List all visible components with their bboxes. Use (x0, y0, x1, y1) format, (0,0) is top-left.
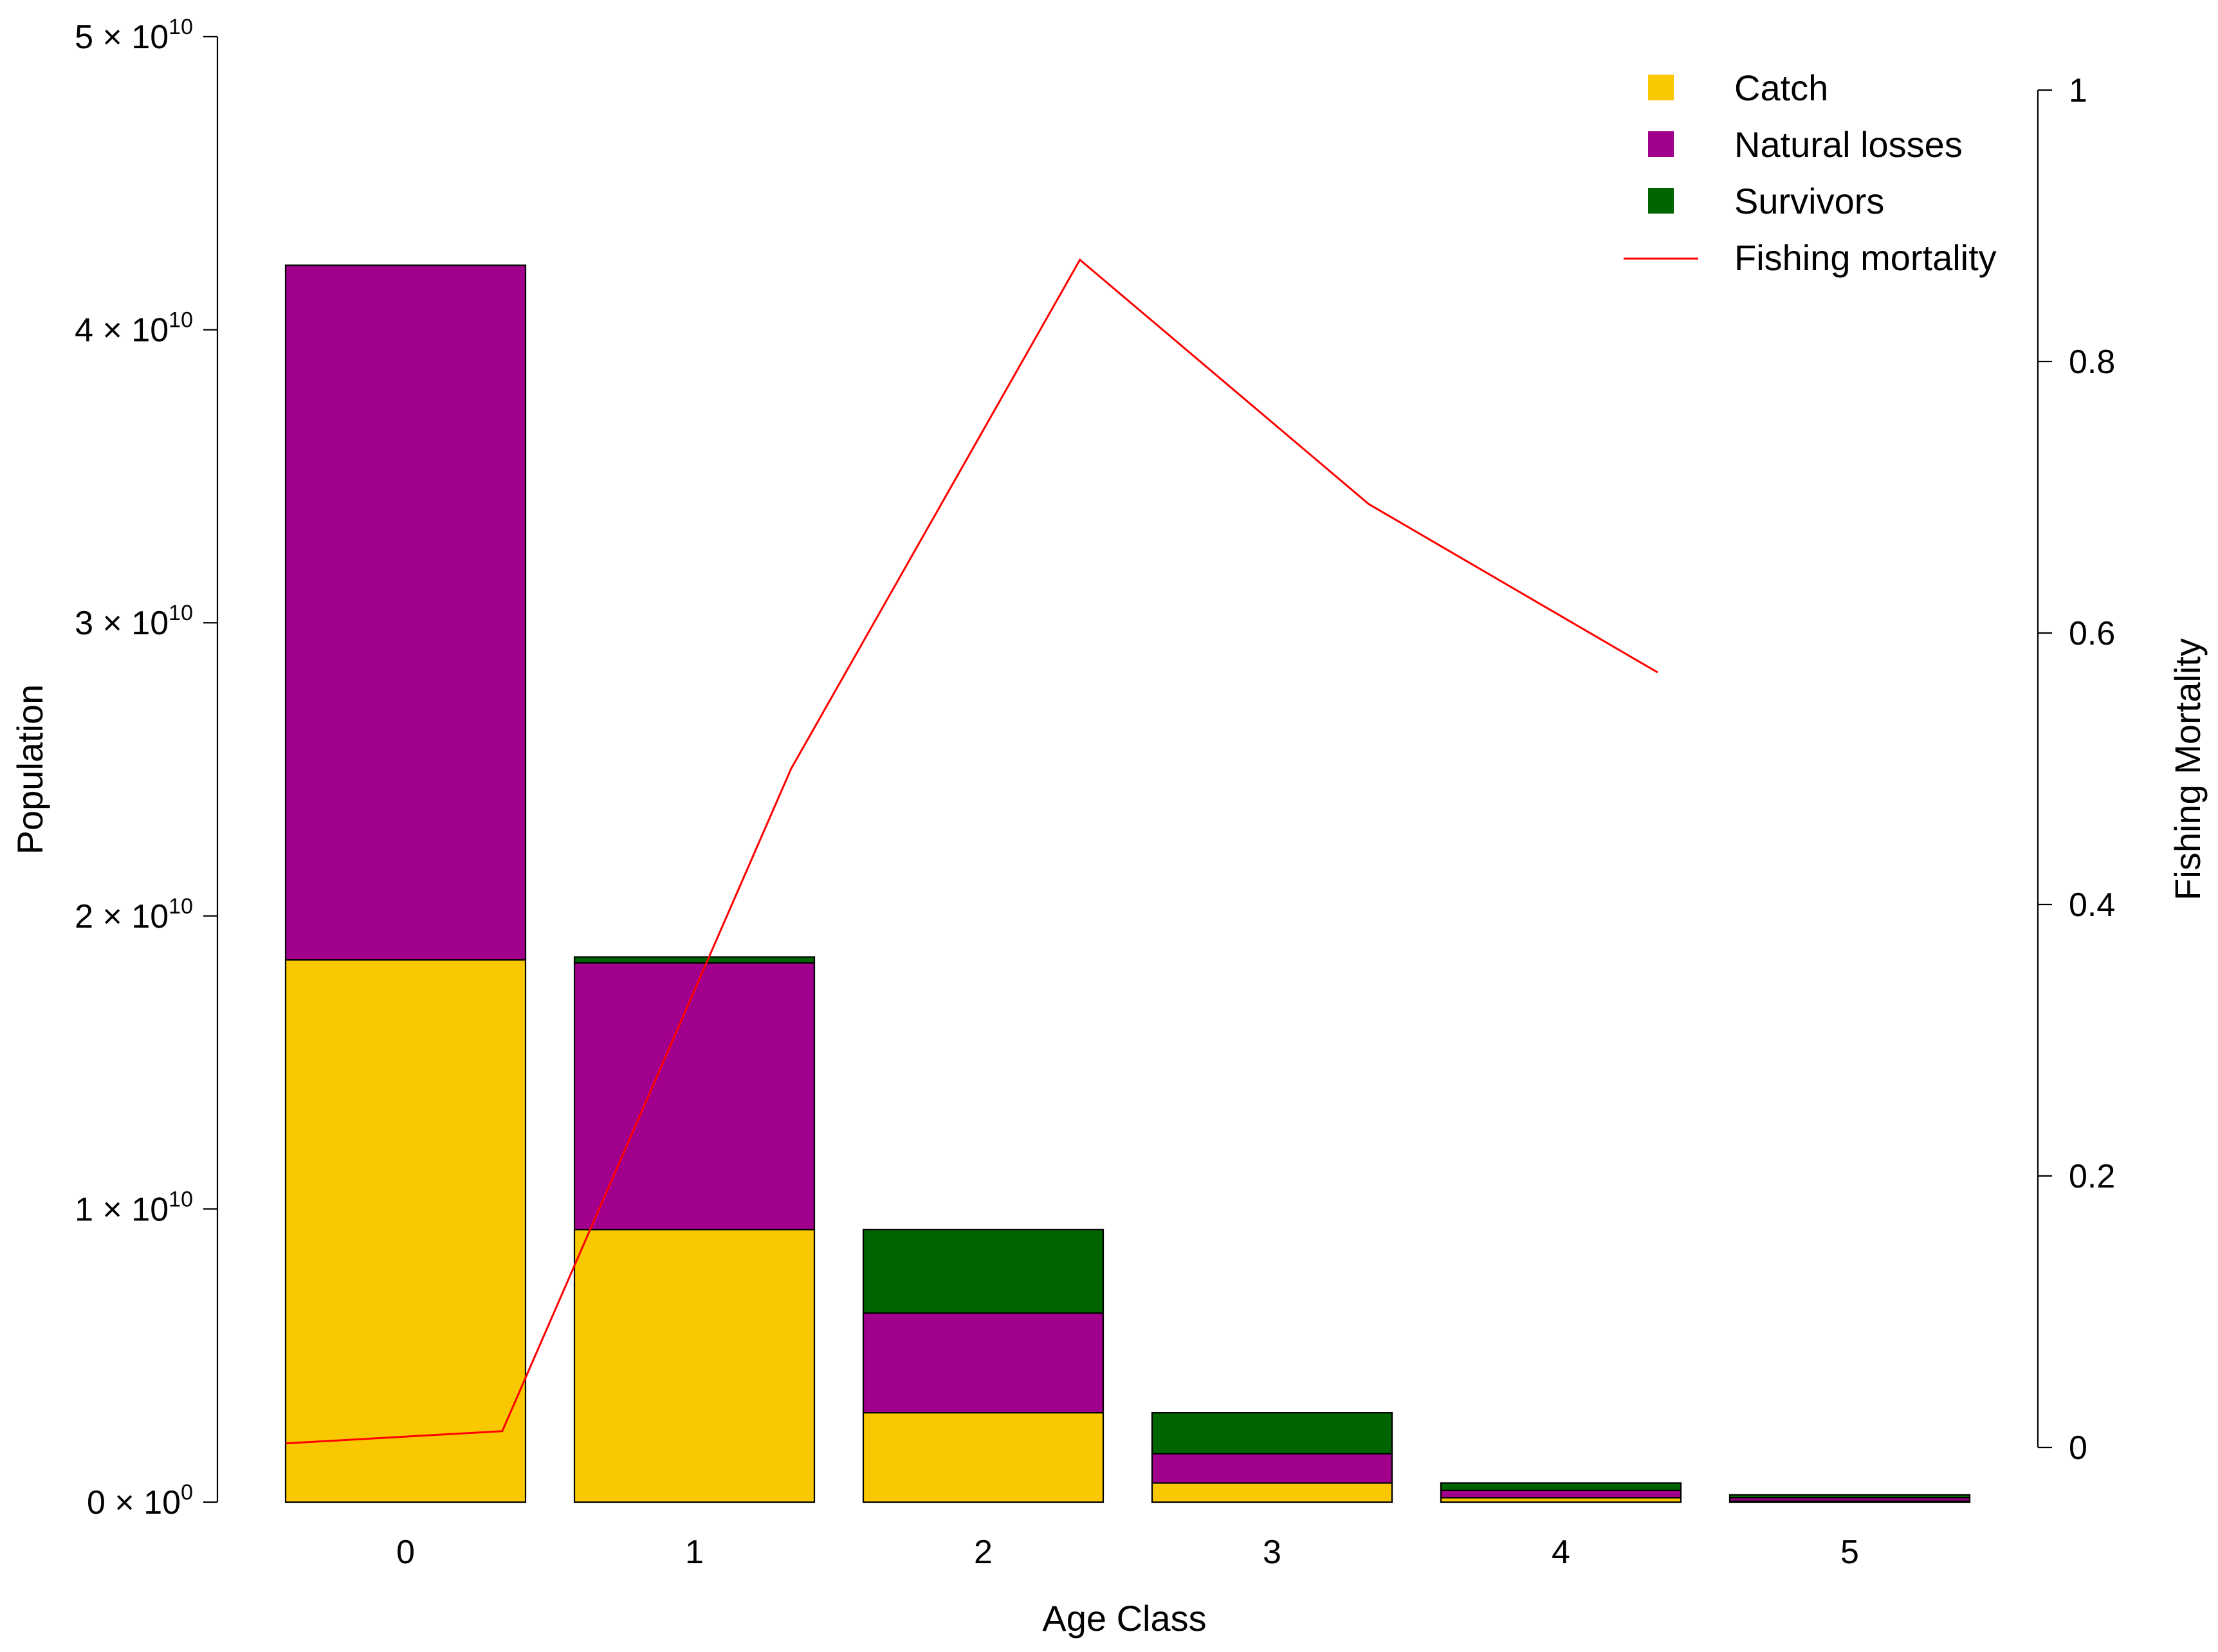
right-y-tick-label: 1 (2069, 72, 2087, 109)
x-tick-label: 2 (974, 1534, 993, 1571)
right-y-tick-label: 0 (2069, 1429, 2087, 1467)
fishing-mortality-line-layer (285, 258, 1658, 1445)
bar-survivors-age-3 (1151, 1411, 1393, 1455)
left-y-tick-label: 1 × 1010 (75, 1187, 193, 1228)
bar-survivors-age-4 (1440, 1482, 1682, 1491)
bar-survivors-age-2 (862, 1229, 1104, 1314)
legend-label: Natural losses (1734, 124, 1963, 165)
right-y-axis: 0 0.2 0.4 0.6 0.8 1 (2037, 72, 2115, 1467)
right-y-tick-label: 0.4 (2069, 886, 2115, 924)
bar-natural-losses-age-0 (284, 264, 527, 961)
bar-natural-losses-age-4 (1440, 1489, 1682, 1499)
left-y-tick-label: 0 × 100 (87, 1480, 193, 1521)
bar-survivors-age-1 (573, 956, 816, 964)
left-y-tick-label: 5 × 1010 (75, 15, 193, 56)
legend-label: Fishing mortality (1734, 237, 1997, 278)
bar-catch-age-3 (1151, 1482, 1393, 1503)
x-tick-label: 0 (396, 1534, 415, 1571)
bar-catch-age-2 (862, 1411, 1104, 1503)
right-y-tick-label: 0.8 (2069, 344, 2115, 381)
left-y-tick-label: 3 × 1010 (75, 601, 193, 642)
bar-survivors-age-5 (1728, 1494, 1971, 1499)
x-tick-label: 5 (1840, 1534, 1859, 1571)
bar-catch-age-0 (284, 959, 527, 1503)
legend-label: Catch (1734, 68, 1828, 108)
bar-natural-losses-age-3 (1151, 1453, 1393, 1484)
right-y-tick-label: 0.6 (2069, 615, 2115, 652)
legend-label: Survivors (1734, 181, 1884, 221)
legend-swatch-natural-losses (1648, 131, 1674, 157)
right-y-axis-title: Fishing Mortality (2167, 638, 2208, 901)
x-axis: 0 1 2 3 4 5 (396, 1534, 1859, 1571)
legend-swatch-survivors (1648, 188, 1674, 214)
right-y-tick-label: 0.2 (2069, 1158, 2115, 1195)
left-y-axis-title: Population (10, 684, 50, 855)
bar-natural-losses-age-1 (573, 962, 816, 1231)
x-axis-title: Age Class (1042, 1598, 1206, 1638)
legend: Catch Natural losses Survivors Fishing mort… (1624, 68, 1997, 278)
left-y-axis: 0 × 100 1 × 1010 2 × 1010 3 × 1010 4 × 1010 5… (75, 15, 219, 1521)
x-tick-label: 3 (1263, 1534, 1281, 1571)
x-tick-label: 4 (1552, 1534, 1570, 1571)
bar-natural-losses-age-2 (862, 1312, 1104, 1414)
bar-catch-age-1 (573, 1229, 816, 1503)
left-y-tick-label: 2 × 1010 (75, 894, 193, 935)
fishing-mortality-line (285, 258, 1658, 1445)
left-y-tick-label: 4 × 1010 (75, 308, 193, 349)
bars-layer (284, 264, 1971, 1503)
legend-swatch-catch (1648, 75, 1674, 100)
x-tick-label: 1 (685, 1534, 704, 1571)
